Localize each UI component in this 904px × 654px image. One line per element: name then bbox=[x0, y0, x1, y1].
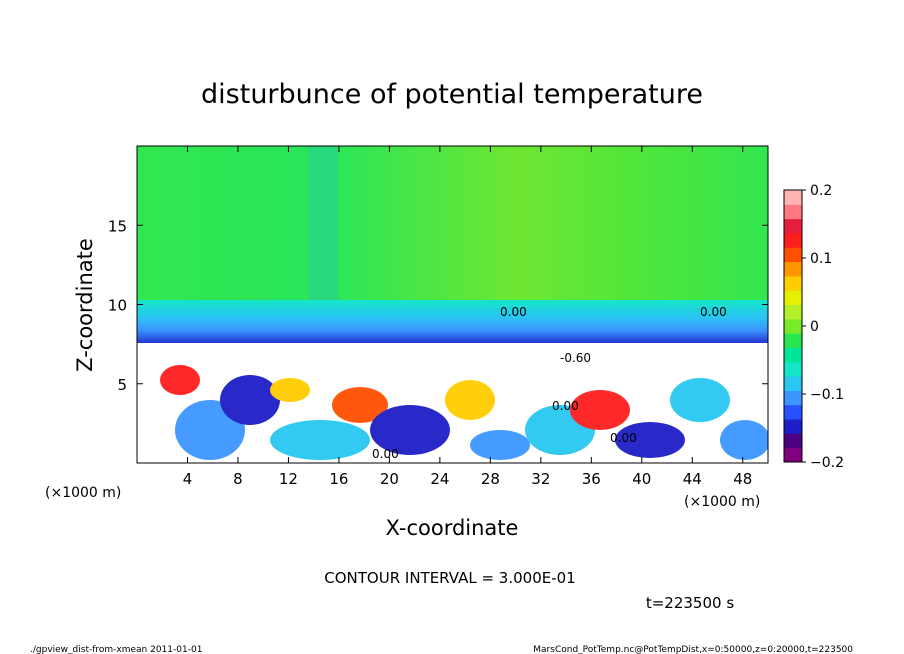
colorbar-tick-label: 0.1 bbox=[810, 251, 832, 267]
contour-label: 0.00 bbox=[372, 447, 399, 461]
colorbar-tick-label: 0 bbox=[810, 319, 819, 335]
colorbar-segment bbox=[784, 361, 802, 377]
colorbar-segment bbox=[784, 447, 802, 463]
x-axis-unit: (×1000 m) bbox=[684, 494, 760, 510]
colorbar-segment bbox=[784, 232, 802, 248]
colorbar-segment bbox=[784, 218, 802, 234]
x-tick-label: 16 bbox=[329, 470, 348, 488]
colorbar-tick-label: −0.1 bbox=[810, 387, 844, 403]
x-axis-label: X-coordinate bbox=[386, 516, 519, 540]
contour-interval: CONTOUR INTERVAL = 3.000E-01 bbox=[324, 569, 575, 587]
x-tick-label: 12 bbox=[279, 470, 298, 488]
x-tick-label: 44 bbox=[683, 470, 702, 488]
colorbar-segment bbox=[784, 190, 802, 205]
footer-right: MarsCond_PotTemp.nc@PotTempDist,x=0:5000… bbox=[533, 645, 853, 654]
x-tick-label: 28 bbox=[481, 470, 500, 488]
x-tick-label: 40 bbox=[632, 470, 651, 488]
contour-labels: 0.00 0.00 0.00 0.00 0.00 -0.60 bbox=[372, 305, 727, 461]
contour-label: 0.00 bbox=[610, 431, 637, 445]
colorbar-tick-label: 0.2 bbox=[810, 183, 832, 199]
y-tick-label: 15 bbox=[108, 217, 127, 235]
contour-label: 0.00 bbox=[500, 305, 527, 319]
x-tick-label: 48 bbox=[733, 470, 752, 488]
time-label: t=223500 s bbox=[646, 594, 734, 612]
y-axis-label: Z-coordinate bbox=[73, 238, 97, 372]
colorbar-segment bbox=[784, 304, 802, 320]
lower-turbulence bbox=[160, 365, 768, 460]
x-tick-label: 32 bbox=[531, 470, 550, 488]
contour-label: 0.00 bbox=[552, 399, 579, 413]
footer-left: ./gpview_dist-from-xmean 2011-01-01 bbox=[30, 645, 202, 654]
colorbar-segment bbox=[784, 261, 802, 277]
colorbar-segment bbox=[784, 404, 802, 420]
colorbar bbox=[784, 190, 802, 463]
x-tick-label: 8 bbox=[233, 470, 243, 488]
x-tick-label: 36 bbox=[582, 470, 601, 488]
x-tick-label: 20 bbox=[380, 470, 399, 488]
x-axis-ticks: 4 8 12 16 20 24 28 32 36 40 44 48 bbox=[183, 146, 752, 488]
colorbar-tick-label: −0.2 bbox=[810, 455, 844, 471]
y-axis-unit: (×1000 m) bbox=[45, 485, 121, 501]
colorbar-segment bbox=[784, 290, 802, 306]
y-axis-ticks: 5 10 15 bbox=[108, 217, 768, 394]
contour-label: -0.60 bbox=[560, 351, 591, 365]
colorbar-segment bbox=[784, 318, 802, 334]
chart-title: disturbunce of potential temperature bbox=[201, 79, 703, 110]
colorbar-ticks: 0.2 0.1 0 −0.1 −0.2 bbox=[802, 183, 844, 471]
colorbar-segment bbox=[784, 204, 802, 220]
colorbar-segment bbox=[784, 275, 802, 291]
colorbar-segment bbox=[784, 347, 802, 363]
x-tick-label: 4 bbox=[183, 470, 193, 488]
colorbar-segment bbox=[784, 433, 802, 449]
contour-label: 0.00 bbox=[700, 305, 727, 319]
colorbar-segment bbox=[784, 376, 802, 391]
y-tick-label: 5 bbox=[117, 376, 127, 394]
colorbar-segment bbox=[784, 390, 802, 406]
colorbar-segment bbox=[784, 333, 802, 348]
x-tick-label: 24 bbox=[430, 470, 449, 488]
colorbar-segment bbox=[784, 247, 802, 263]
colorbar-segment bbox=[784, 419, 802, 434]
y-tick-label: 10 bbox=[108, 297, 127, 315]
heatmap-field bbox=[137, 146, 768, 463]
